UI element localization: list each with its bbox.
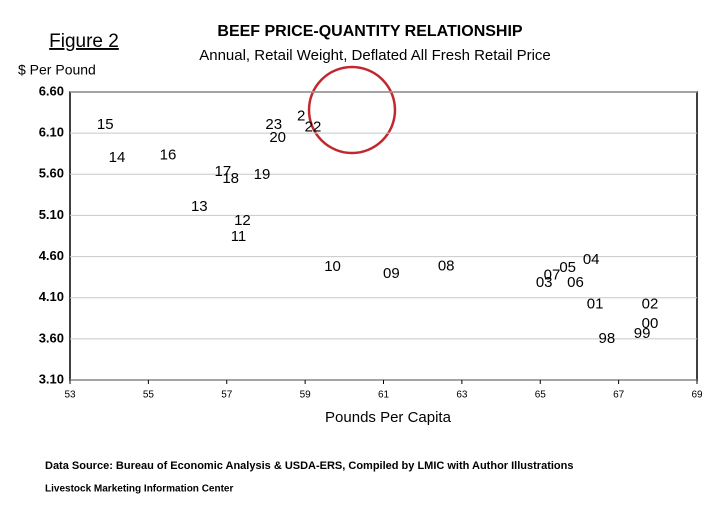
- point-label: 18: [222, 170, 239, 187]
- chart-title: BEEF PRICE-QUANTITY RELATIONSHIP: [217, 23, 523, 40]
- y-tick-label: 3.60: [39, 330, 64, 345]
- y-tick-label: 6.10: [39, 125, 64, 140]
- y-axis-label: $ Per Pound: [18, 62, 96, 78]
- x-tick-label: 61: [378, 390, 390, 401]
- org-note: Livestock Marketing Information Center: [45, 484, 233, 495]
- x-tick-label: 53: [64, 390, 76, 401]
- y-tick-label: 4.10: [39, 289, 64, 304]
- point-label: 05: [559, 259, 576, 276]
- x-axis-label: Pounds Per Capita: [325, 409, 452, 426]
- x-tick-label: 65: [535, 390, 547, 401]
- point-label: 22: [305, 118, 322, 135]
- point-label: 99: [634, 325, 651, 342]
- y-tick-label: 3.10: [39, 371, 64, 386]
- point-label: 06: [567, 274, 584, 291]
- highlight-circle: [307, 65, 397, 155]
- point-label: 04: [583, 251, 600, 268]
- x-tick-label: 57: [221, 390, 233, 401]
- point-label: 08: [438, 257, 455, 274]
- point-label: 14: [109, 149, 126, 166]
- point-label: 01: [587, 295, 604, 312]
- point-label: 03: [536, 274, 553, 291]
- point-label: 23: [265, 116, 282, 133]
- point-label: 12: [234, 212, 251, 229]
- point-label: 2: [297, 108, 305, 125]
- point-label: 02: [642, 295, 659, 312]
- chart-subtitle: Annual, Retail Weight, Deflated All Fres…: [199, 47, 551, 64]
- point-label: 11: [231, 228, 247, 245]
- x-tick-label: 69: [691, 390, 703, 401]
- y-tick-label: 6.60: [39, 83, 64, 98]
- point-label: 07: [544, 266, 561, 283]
- source-note: Data Source: Bureau of Economic Analysis…: [45, 460, 573, 472]
- x-tick-label: 63: [456, 390, 468, 401]
- y-tick-label: 5.60: [39, 166, 64, 181]
- y-tick-label: 5.10: [39, 207, 64, 222]
- point-label: 10: [324, 258, 341, 275]
- figure-label: Figure 2: [49, 31, 119, 52]
- x-tick-label: 67: [613, 390, 625, 401]
- point-label: 09: [383, 265, 400, 282]
- x-tick-label: 59: [300, 390, 312, 401]
- point-label: 19: [254, 166, 271, 183]
- point-label: 17: [214, 163, 231, 180]
- point-label: 98: [599, 330, 616, 347]
- y-tick-label: 4.60: [39, 248, 64, 263]
- x-tick-label: 55: [143, 390, 155, 401]
- point-label: 15: [97, 116, 114, 133]
- point-label: 00: [642, 315, 659, 332]
- point-label: 13: [191, 198, 208, 215]
- point-label: 20: [269, 129, 286, 146]
- point-label: 16: [160, 146, 177, 163]
